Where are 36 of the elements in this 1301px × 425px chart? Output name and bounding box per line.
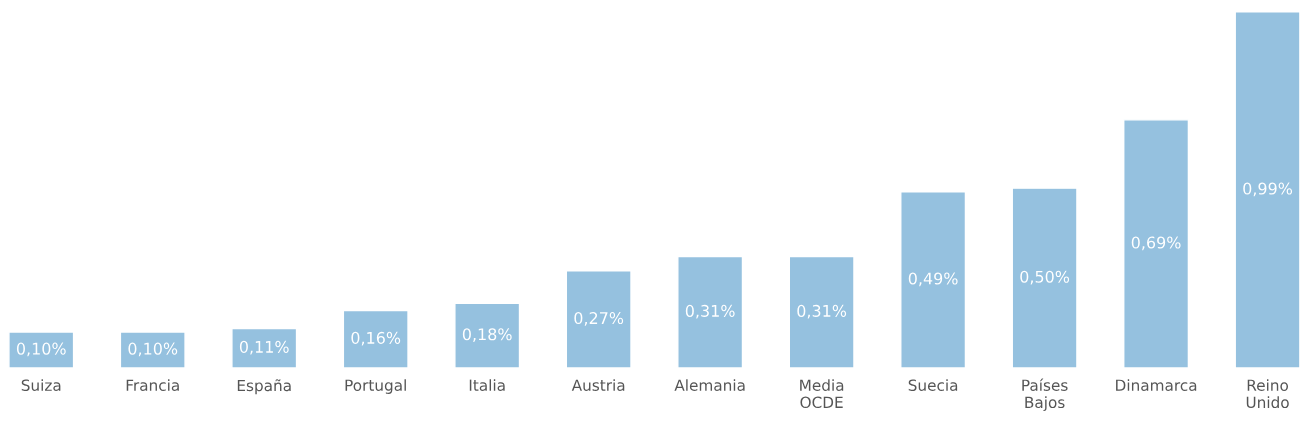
bar bbox=[1123, 119, 1190, 369]
data-label: 0,31% bbox=[685, 304, 735, 319]
bar bbox=[788, 255, 855, 369]
bar bbox=[1234, 11, 1301, 369]
x-tick-label: Suecia bbox=[908, 379, 958, 391]
bar bbox=[565, 270, 632, 369]
x-tick-label: Austria bbox=[571, 379, 625, 391]
x-tick-label: España bbox=[237, 379, 291, 395]
data-label: 0,11% bbox=[239, 340, 289, 355]
x-tick-label: Portugal bbox=[345, 379, 406, 394]
x-tick-label: Media OCDE bbox=[800, 379, 844, 409]
data-label: 0,31% bbox=[797, 304, 847, 319]
data-label: 0,18% bbox=[462, 328, 512, 342]
bar bbox=[454, 302, 521, 369]
bar bbox=[900, 191, 967, 369]
bar bbox=[231, 327, 298, 369]
x-tick-label: Reino Unido bbox=[1246, 379, 1289, 409]
data-label: 0,69% bbox=[1131, 236, 1181, 251]
bar bbox=[8, 331, 75, 369]
x-tick-label: Dinamarca bbox=[1116, 379, 1197, 391]
data-label: 0,10% bbox=[128, 342, 178, 357]
bar bbox=[119, 331, 186, 369]
data-label: 0,27% bbox=[574, 312, 624, 326]
x-tick-label: Italia bbox=[469, 379, 505, 391]
data-label: 0,10% bbox=[16, 342, 66, 357]
x-tick-label: Francia bbox=[126, 379, 179, 391]
bar bbox=[677, 255, 744, 369]
data-label: 0,50% bbox=[1020, 270, 1070, 285]
x-tick-label: Suiza bbox=[21, 379, 61, 391]
bar bbox=[1011, 187, 1078, 369]
x-tick-label: Alemania bbox=[674, 379, 745, 391]
data-label: 0,49% bbox=[908, 272, 958, 287]
data-label: 0,16% bbox=[351, 331, 401, 346]
bar bbox=[342, 309, 409, 369]
data-label: 0,99% bbox=[1243, 182, 1293, 197]
x-tick-label: Países Bajos bbox=[1022, 378, 1068, 412]
